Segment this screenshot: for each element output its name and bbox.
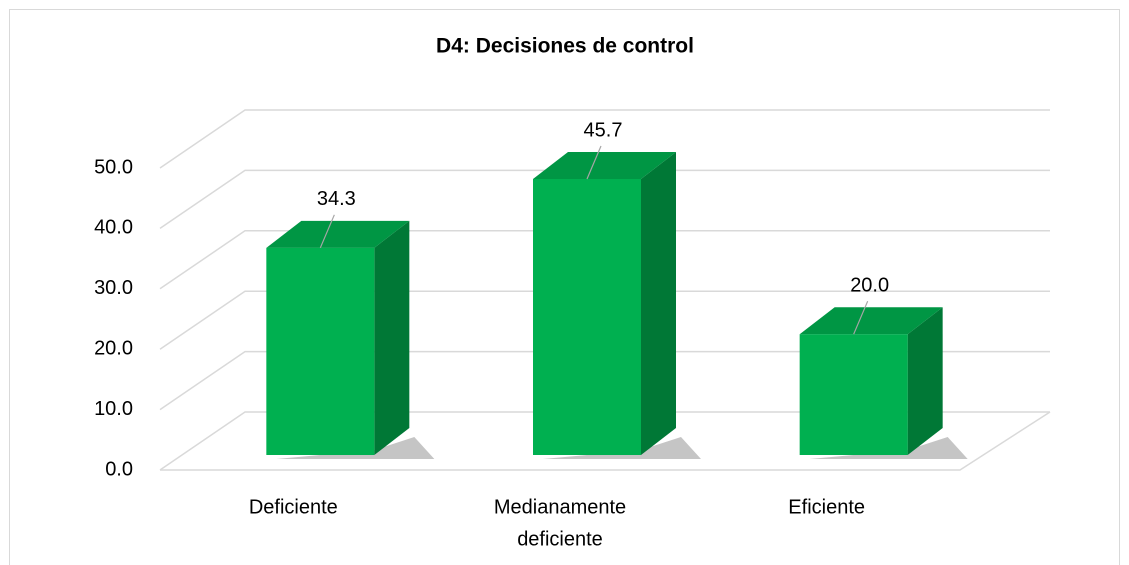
bar-shadow xyxy=(276,437,435,459)
grid-line xyxy=(159,109,1050,169)
grid-line xyxy=(159,169,1050,230)
bar xyxy=(799,307,968,459)
x-tick-label: Eficiente xyxy=(788,496,865,518)
grid-line xyxy=(159,350,1050,411)
bar-side xyxy=(907,307,943,455)
leader-line xyxy=(319,214,335,249)
chart-title: D4: Decisiones de control xyxy=(436,35,694,58)
bar-side xyxy=(374,220,410,455)
y-tick-label: 30.0 xyxy=(94,277,133,299)
bar-shadow xyxy=(809,437,968,459)
bar xyxy=(533,151,701,459)
y-tick-label: 20.0 xyxy=(94,337,133,359)
x-tick-label: deficiente xyxy=(517,528,603,550)
x-tick-label: Deficiente xyxy=(249,496,338,518)
grid-line xyxy=(159,230,1050,290)
x-tick-label: Medianamente xyxy=(494,496,626,518)
bar-front xyxy=(533,178,641,456)
bar-front xyxy=(799,334,908,455)
bar-shadow xyxy=(543,437,701,459)
value-label: 20.0 xyxy=(850,274,889,296)
y-tick-label: 40.0 xyxy=(94,217,133,239)
bar xyxy=(266,220,435,459)
value-label: 34.3 xyxy=(317,188,356,210)
bar-side xyxy=(641,151,676,456)
leader-line xyxy=(853,300,869,335)
y-tick-label: 10.0 xyxy=(94,398,133,420)
y-tick-label: 0.0 xyxy=(105,458,133,480)
grid-line xyxy=(159,411,1050,471)
floor-edge xyxy=(160,411,1051,471)
bar-top xyxy=(799,307,943,335)
leader-line xyxy=(586,145,602,180)
bar-front xyxy=(266,247,375,455)
bar-top xyxy=(266,220,410,248)
value-label: 45.7 xyxy=(584,119,623,141)
bar-top xyxy=(533,151,676,179)
grid-line xyxy=(159,290,1050,350)
y-tick-label: 50.0 xyxy=(94,156,133,178)
